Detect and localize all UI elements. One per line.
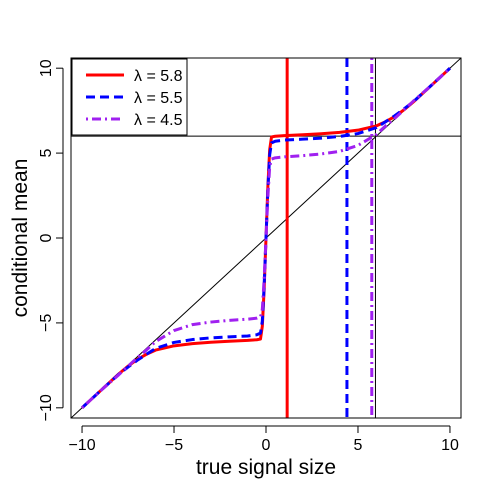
- plot-content: [71, 58, 461, 418]
- x-tick-label: 10: [441, 437, 459, 454]
- axes: −10 −5 0 5 10 −10 −5 0 5 10: [38, 59, 459, 454]
- y-tick-label: 5: [38, 149, 55, 158]
- plot-frame: [70, 57, 462, 419]
- x-tick-label: 0: [262, 437, 271, 454]
- x-axis-title: true signal size: [196, 456, 336, 479]
- series-line-3: [81, 67, 451, 409]
- x-tick-label: −5: [165, 437, 183, 454]
- x-tick-label: −10: [68, 437, 95, 454]
- y-tick-label: −10: [38, 394, 55, 421]
- legend-label: λ = 5.5: [134, 90, 183, 107]
- plot-area: [71, 58, 461, 418]
- series-line-2: [81, 67, 451, 409]
- y-tick-label: −5: [38, 314, 55, 332]
- y-axis-title: conditional mean: [9, 159, 32, 318]
- legend-label: λ = 4.5: [134, 112, 183, 129]
- legend: λ = 5.8 λ = 5.5 λ = 4.5: [71, 58, 188, 136]
- legend-label: λ = 5.8: [134, 68, 183, 85]
- y-tick-label: 10: [38, 59, 55, 77]
- y-tick-label: 0: [38, 233, 55, 242]
- x-tick-label: 5: [354, 437, 363, 454]
